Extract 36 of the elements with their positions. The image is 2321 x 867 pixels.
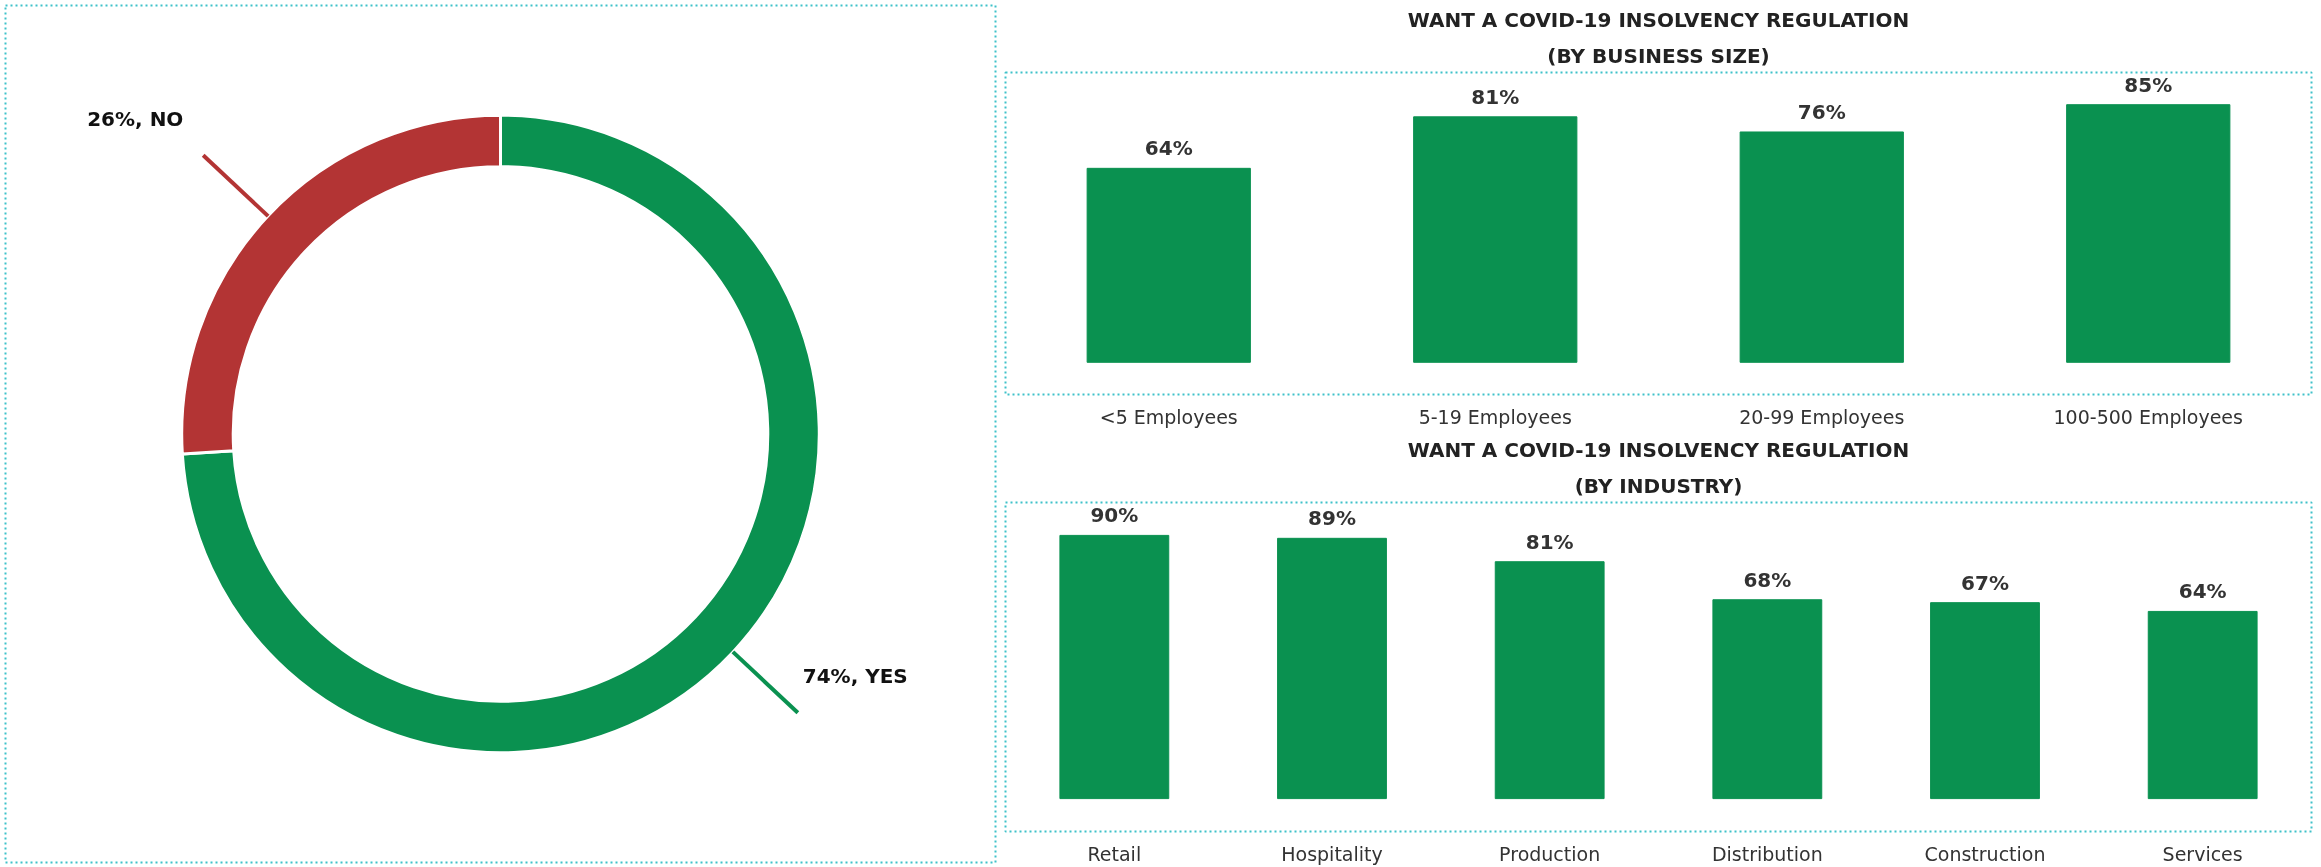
x-tick-label: 100-500 Employees	[2053, 405, 2243, 428]
x-tick-label: Distribution	[1711, 842, 1823, 865]
chart-subtitle: (BY BUSINESS SIZE)	[1547, 43, 1770, 68]
data-label: 76%	[1797, 99, 1846, 124]
chart-subtitle: (BY INDUSTRY)	[1574, 473, 1743, 498]
bar	[1494, 561, 1605, 800]
bar	[1739, 131, 1904, 363]
data-label: 81%	[1471, 84, 1520, 109]
x-tick-label: Retail	[1087, 842, 1142, 865]
data-label: 81%	[1525, 529, 1574, 554]
x-tick-label: Construction	[1924, 842, 2046, 865]
data-label: 90%	[1090, 503, 1139, 528]
x-tick-label: 5-19 Employees	[1418, 405, 1572, 428]
slice-label: 26%, NO	[87, 106, 184, 131]
chart-title: WANT A COVID-19 INSOLVENCY REGULATION	[1407, 7, 1910, 32]
data-label: 64%	[2178, 579, 2227, 604]
x-tick-label: Hospitality	[1281, 842, 1383, 865]
bar	[1930, 602, 2040, 800]
x-tick-label: 20-99 Employees	[1739, 405, 1905, 428]
data-label: 64%	[1144, 136, 1193, 161]
bar	[1059, 534, 1170, 800]
bar	[1413, 116, 1578, 363]
x-tick-label: <5 Employees	[1099, 405, 1238, 428]
bar	[1277, 537, 1387, 800]
chart-title: WANT A COVID-19 INSOLVENCY REGULATION	[1407, 437, 1910, 462]
slice-label: 74%, YES	[802, 664, 908, 689]
data-label: 89%	[1308, 506, 1356, 531]
data-label: 85%	[2124, 72, 2173, 97]
bar	[2147, 610, 2258, 800]
x-tick-label: Services	[2162, 842, 2243, 865]
data-label: 68%	[1743, 567, 1792, 592]
bar	[1086, 167, 1251, 363]
data-label: 67%	[1961, 570, 2009, 595]
x-tick-label: Production	[1499, 842, 1601, 865]
bar	[2066, 104, 2231, 363]
bar	[1712, 599, 1823, 800]
